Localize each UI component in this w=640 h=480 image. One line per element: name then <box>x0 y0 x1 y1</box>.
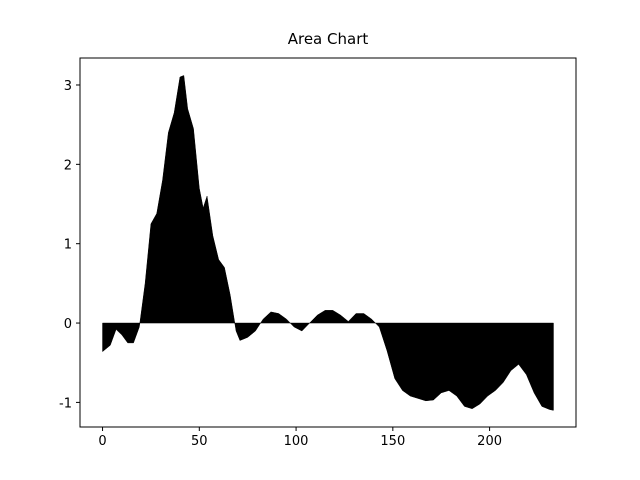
plot-frame <box>79 57 577 428</box>
x-tick-label: 0 <box>98 434 106 449</box>
area <box>102 75 554 411</box>
y-tick-label: -1 <box>59 396 72 411</box>
x-tick-label: 200 <box>477 434 502 449</box>
y-tick-label: 2 <box>64 158 72 173</box>
chart-title: Area Chart <box>288 30 369 48</box>
x-tick-label: 100 <box>284 434 309 449</box>
x-tick-label: 150 <box>380 434 405 449</box>
y-tick-label: 3 <box>64 79 72 94</box>
x-tick-label: 50 <box>191 434 208 449</box>
y-tick-label: 1 <box>64 238 72 253</box>
y-tick-label: 0 <box>64 317 72 332</box>
